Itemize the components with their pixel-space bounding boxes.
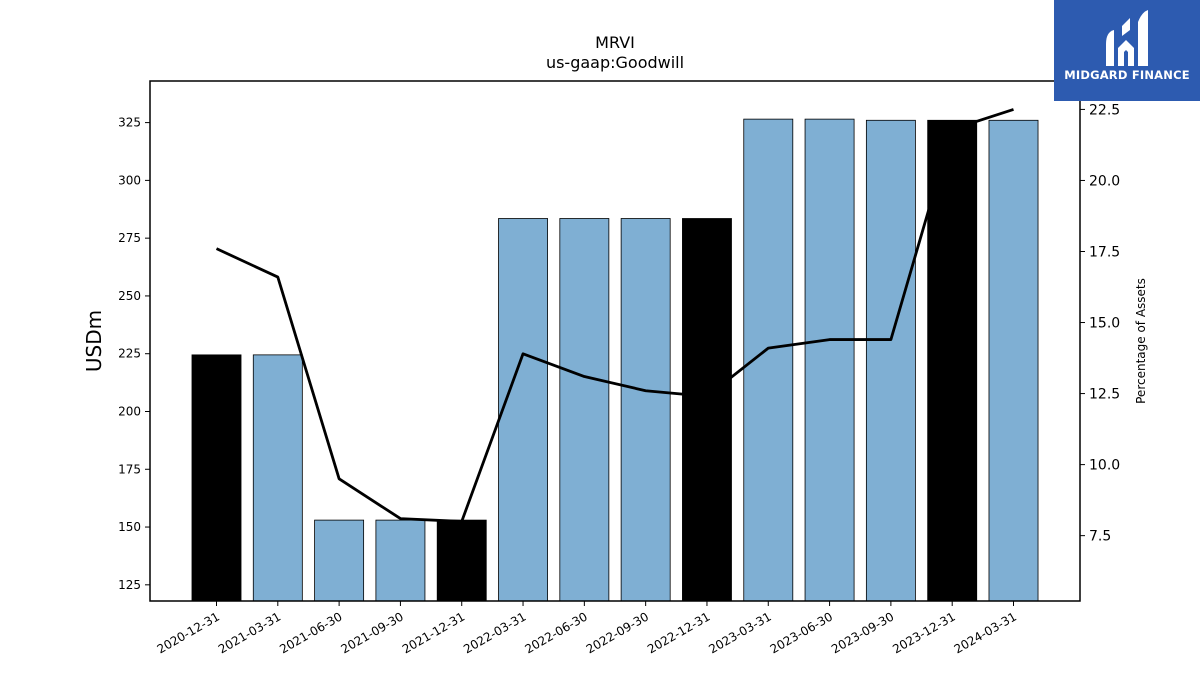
y2-tick-label: 15.0 <box>1089 316 1120 332</box>
y-tick-label: 125 <box>118 578 141 592</box>
x-tick-label: 2024-03-31 <box>952 609 1019 656</box>
y-tick-label: 275 <box>118 231 141 245</box>
plot-frame <box>149 80 1081 602</box>
y-axis-left: 125 150 175 200 225 250 275 300 325 <box>118 116 150 592</box>
bar-2023-09-30 <box>865 119 916 602</box>
y2-tick-label: 20.0 <box>1089 173 1120 189</box>
bar-2022-09-30 <box>620 218 671 602</box>
chart-title: MRVI <box>595 33 635 52</box>
y2-tick-label: 17.5 <box>1089 244 1120 260</box>
x-tick-label: 2021-03-31 <box>216 609 283 656</box>
x-tick-label: 2023-03-31 <box>706 609 773 656</box>
bar-2020-12-31 <box>191 354 242 602</box>
y-axis-label: USDm <box>82 310 106 372</box>
bar-2022-12-31 <box>682 218 732 602</box>
x-tick-label: 2020-12-31 <box>155 609 222 656</box>
brand-logo: MIDGARD FINANCE <box>1054 0 1200 101</box>
logo-text: MIDGARD FINANCE <box>1064 68 1190 82</box>
x-tick-label: 2022-09-30 <box>584 609 651 656</box>
y-tick-label: 175 <box>118 462 141 476</box>
y-tick-label: 225 <box>118 347 141 361</box>
x-tick-label: 2021-12-31 <box>400 609 467 656</box>
x-tick-label: 2021-09-30 <box>339 609 406 656</box>
y-tick-label: 300 <box>118 173 141 187</box>
y2-tick-label: 12.5 <box>1089 387 1120 403</box>
bar-2021-12-31 <box>436 519 487 602</box>
y-tick-label: 200 <box>118 404 141 418</box>
bar-2021-09-30 <box>375 519 426 602</box>
bar-2023-06-30 <box>804 118 855 602</box>
x-tick-label: 2021-06-30 <box>277 609 344 656</box>
y2-tick-label: 10.0 <box>1089 458 1120 474</box>
chart-subtitle: us-gaap:Goodwill <box>546 53 684 72</box>
x-tick-label: 2022-06-30 <box>522 609 589 656</box>
x-tick-label: 2022-12-31 <box>645 609 712 656</box>
x-axis: 2020-12-312021-03-312021-06-302021-09-30… <box>155 601 1019 656</box>
bar-2022-06-30 <box>559 218 610 602</box>
x-tick-label: 2023-09-30 <box>829 609 896 656</box>
bar-series <box>191 118 1039 602</box>
percentage-line <box>215 108 1014 523</box>
bar-2021-06-30 <box>314 519 365 602</box>
x-tick-label: 2023-06-30 <box>768 609 835 656</box>
y2-tick-label: 7.5 <box>1089 529 1111 545</box>
bar-2022-03-31 <box>498 218 548 602</box>
y2-tick-label: 22.5 <box>1089 102 1120 118</box>
bar-2023-12-31 <box>927 119 978 602</box>
bar-2024-03-31 <box>988 119 1039 602</box>
logo-mark-icon <box>1106 10 1148 66</box>
x-tick-label: 2023-12-31 <box>890 609 957 656</box>
x-tick-label: 2022-03-31 <box>461 609 528 656</box>
bar-2021-03-31 <box>252 354 303 602</box>
y-axis-right: 7.5 10.0 12.5 15.0 17.5 20.0 22.5 <box>1080 102 1120 545</box>
y2-axis-label: Percentage of Assets <box>1134 278 1148 404</box>
y-tick-label: 325 <box>118 116 141 130</box>
y-tick-label: 250 <box>118 289 141 303</box>
y-tick-label: 150 <box>118 520 141 534</box>
line-series <box>215 108 1014 523</box>
